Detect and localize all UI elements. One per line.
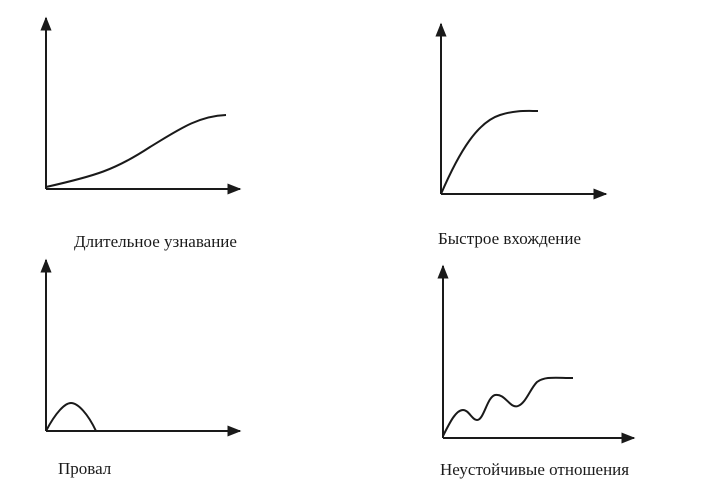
curve-hump — [45, 401, 97, 432]
panel-failure — [40, 258, 242, 437]
caption-long-recognition: Длительное узнавание — [74, 232, 237, 251]
curve-wavy — [442, 376, 574, 437]
curve-slow-s — [45, 114, 227, 188]
caption-fast-entry: Быстрое вхождение — [438, 229, 582, 248]
caption-unstable-relations: Неустойчивые отношения — [440, 460, 630, 479]
panel-fast-entry — [435, 22, 608, 200]
panel-unstable-relations — [437, 264, 636, 444]
curve-fast-rise — [440, 109, 539, 195]
panel-long-recognition — [40, 16, 242, 195]
caption-failure: Провал — [58, 459, 112, 478]
